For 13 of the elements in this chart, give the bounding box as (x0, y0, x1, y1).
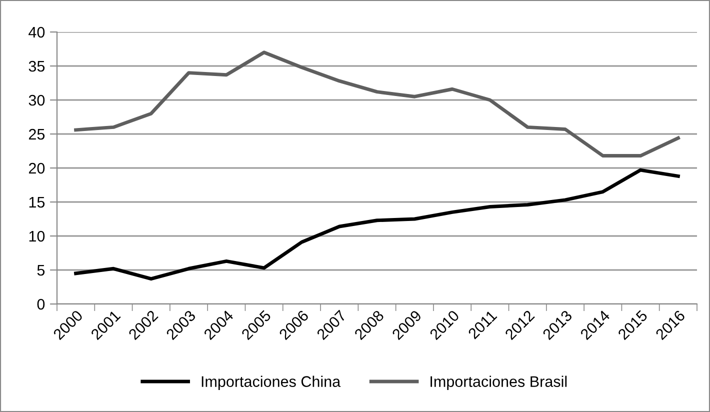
y-tick-label: 5 (37, 265, 45, 276)
y-tick-label: 40 (28, 26, 45, 38)
line-series (74, 50, 680, 158)
y-tick-label: 15 (29, 197, 45, 208)
legend-label: Importaciones China (202, 376, 341, 390)
y-tick-label: 0 (37, 298, 45, 310)
y-tick-label: 20 (28, 162, 45, 174)
y-tick-label: 35 (28, 60, 45, 72)
legend-label: Importaciones Brasil (430, 376, 567, 390)
y-tick-label: 30 (28, 94, 45, 106)
y-tick-label: 10 (29, 230, 45, 242)
y-tick-label: 25 (28, 128, 45, 140)
line-series (74, 168, 680, 281)
